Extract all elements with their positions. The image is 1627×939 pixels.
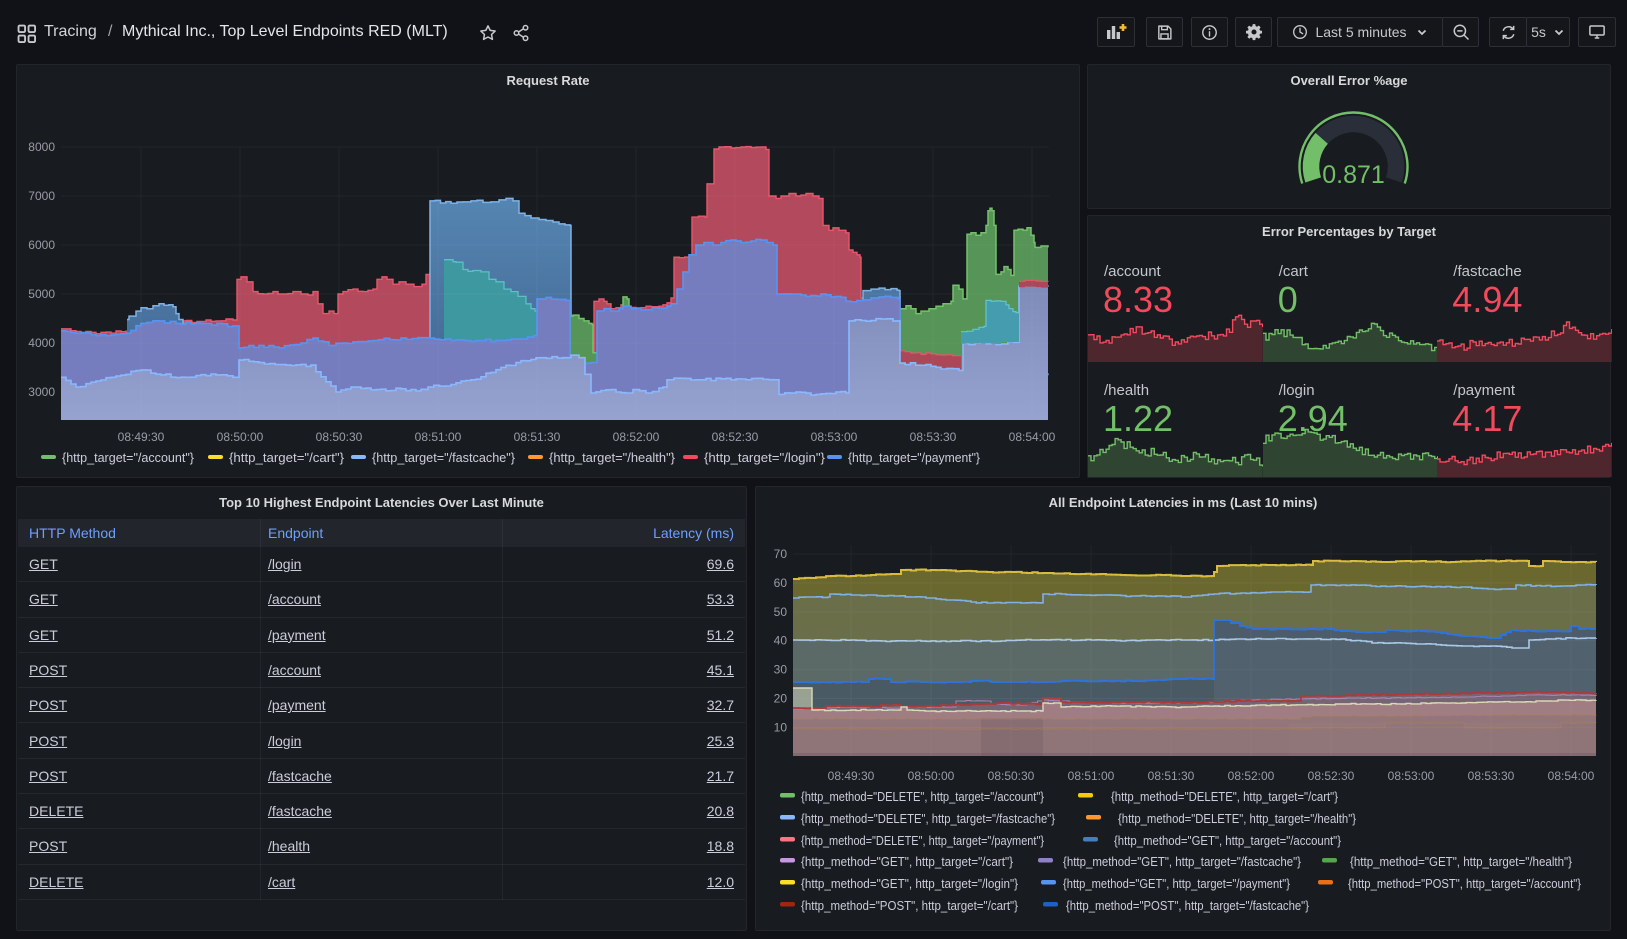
svg-text:08:50:30: 08:50:30 bbox=[988, 769, 1035, 783]
svg-text:{http_target="/login"}: {http_target="/login"} bbox=[704, 451, 825, 465]
svg-text:08:53:30: 08:53:30 bbox=[1468, 769, 1515, 783]
svg-text:{http_method="GET", http_targe: {http_method="GET", http_target="/fastca… bbox=[1063, 855, 1301, 869]
svg-text:40: 40 bbox=[774, 634, 788, 648]
svg-text:08:54:00: 08:54:00 bbox=[1009, 430, 1056, 444]
svg-text:20: 20 bbox=[774, 692, 788, 706]
svg-text:6000: 6000 bbox=[28, 238, 55, 252]
svg-text:{http_method="GET", http_targe: {http_method="GET", http_target="/accoun… bbox=[1114, 834, 1341, 848]
svg-text:60: 60 bbox=[774, 576, 788, 590]
svg-text:08:51:00: 08:51:00 bbox=[415, 430, 462, 444]
svg-text:08:50:30: 08:50:30 bbox=[316, 430, 363, 444]
svg-text:08:53:00: 08:53:00 bbox=[811, 430, 858, 444]
svg-text:4000: 4000 bbox=[28, 336, 55, 350]
svg-text:{http_target="/account"}: {http_target="/account"} bbox=[62, 451, 194, 465]
svg-text:{http_method="GET", http_targe: {http_method="GET", http_target="/cart"} bbox=[801, 855, 1013, 869]
svg-text:0.871: 0.871 bbox=[1322, 161, 1385, 189]
svg-text:08:52:00: 08:52:00 bbox=[613, 430, 660, 444]
svg-text:{http_method="DELETE", http_ta: {http_method="DELETE", http_target="/pay… bbox=[801, 834, 1044, 848]
svg-text:{http_method="GET", http_targe: {http_method="GET", http_target="/login"… bbox=[801, 877, 1018, 891]
svg-text:5000: 5000 bbox=[28, 287, 55, 301]
svg-text:{http_method="GET", http_targe: {http_method="GET", http_target="/health… bbox=[1350, 855, 1572, 869]
svg-text:{http_method="GET", http_targe: {http_method="GET", http_target="/paymen… bbox=[1063, 877, 1290, 891]
svg-text:{http_method="DELETE", http_ta: {http_method="DELETE", http_target="/car… bbox=[1111, 790, 1338, 804]
svg-text:{http_method="DELETE", http_ta: {http_method="DELETE", http_target="/fas… bbox=[801, 812, 1055, 826]
svg-text:7000: 7000 bbox=[28, 189, 55, 203]
svg-text:08:49:30: 08:49:30 bbox=[828, 769, 875, 783]
svg-text:30: 30 bbox=[774, 663, 788, 677]
svg-text:{http_target="/payment"}: {http_target="/payment"} bbox=[848, 451, 980, 465]
svg-text:{http_target="/cart"}: {http_target="/cart"} bbox=[229, 451, 344, 465]
svg-text:08:51:30: 08:51:30 bbox=[514, 430, 561, 444]
svg-text:08:50:00: 08:50:00 bbox=[908, 769, 955, 783]
svg-text:08:51:30: 08:51:30 bbox=[1148, 769, 1195, 783]
svg-text:{http_method="POST", http_targ: {http_method="POST", http_target="/accou… bbox=[1348, 877, 1581, 891]
svg-text:{http_method="POST", http_targ: {http_method="POST", http_target="/cart"… bbox=[801, 899, 1018, 913]
svg-text:{http_method="DELETE", http_ta: {http_method="DELETE", http_target="/hea… bbox=[1118, 812, 1356, 826]
svg-text:50: 50 bbox=[774, 605, 788, 619]
svg-text:{http_method="DELETE", http_ta: {http_method="DELETE", http_target="/acc… bbox=[801, 790, 1044, 804]
svg-text:3000: 3000 bbox=[28, 385, 55, 399]
svg-text:70: 70 bbox=[774, 547, 788, 561]
svg-text:08:54:00: 08:54:00 bbox=[1548, 769, 1595, 783]
svg-text:08:52:00: 08:52:00 bbox=[1228, 769, 1275, 783]
svg-text:08:49:30: 08:49:30 bbox=[118, 430, 165, 444]
svg-text:08:52:30: 08:52:30 bbox=[712, 430, 759, 444]
svg-text:{http_method="POST", http_targ: {http_method="POST", http_target="/fastc… bbox=[1066, 899, 1309, 913]
svg-text:08:51:00: 08:51:00 bbox=[1068, 769, 1115, 783]
svg-text:{http_target="/fastcache"}: {http_target="/fastcache"} bbox=[372, 451, 515, 465]
svg-text:08:53:30: 08:53:30 bbox=[910, 430, 957, 444]
svg-text:8000: 8000 bbox=[28, 140, 55, 154]
svg-text:08:50:00: 08:50:00 bbox=[217, 430, 264, 444]
svg-text:08:52:30: 08:52:30 bbox=[1308, 769, 1355, 783]
svg-text:08:53:00: 08:53:00 bbox=[1388, 769, 1435, 783]
svg-text:{http_target="/health"}: {http_target="/health"} bbox=[549, 451, 675, 465]
svg-text:10: 10 bbox=[774, 720, 788, 734]
